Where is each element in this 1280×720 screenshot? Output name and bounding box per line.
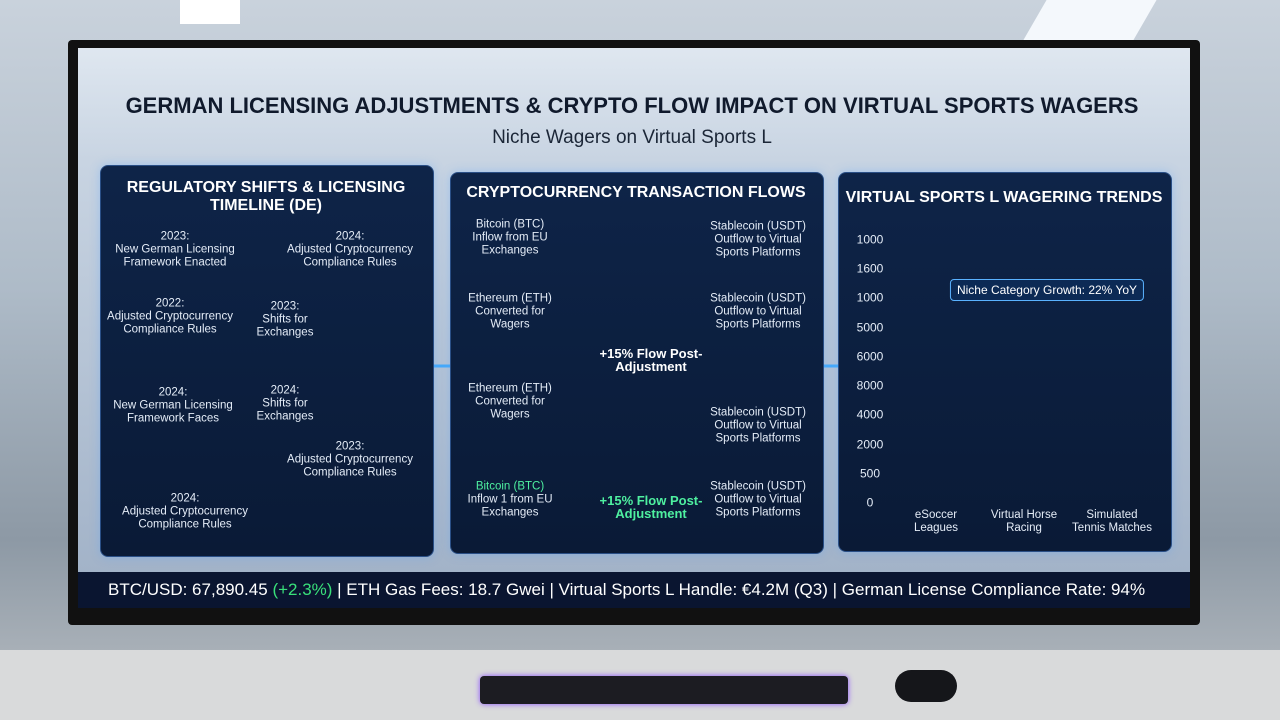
label-group: 2023: New German Licensing Framework Enac…: [115, 231, 235, 270]
source-name: Bitcoin (BTC): [475, 218, 545, 231]
source-text: Converted for Wagers: [475, 395, 545, 421]
flow-note: +15% Flow Post-Adjustment: [599, 346, 703, 374]
flows-panel: [450, 172, 824, 554]
target-text: Outflow to Virtual Sports Platforms: [714, 419, 802, 445]
event-year: 2023:: [335, 440, 365, 453]
event-text: Adjusted Cryptocurrency Compliance Rules: [107, 310, 233, 336]
y-axis-label: 8000: [856, 378, 884, 393]
target-name: Stablecoin (USDT): [710, 406, 806, 419]
target-text: Outflow to Virtual Sports Platforms: [714, 305, 802, 331]
label-group: Bitcoin (BTC) Inflow 1 from EU Exchanges: [460, 481, 560, 520]
event-year: 2023:: [160, 230, 190, 243]
source-name: Ethereum (ETH): [468, 382, 552, 395]
label-group: Stablecoin (USDT) Outflow to Virtual Spor…: [708, 221, 808, 260]
y-axis-label: 4000: [856, 407, 884, 422]
target-name: Stablecoin (USDT): [710, 292, 806, 305]
label-group: 2024: Adjusted Cryptocurrency Compliance …: [120, 493, 250, 532]
event-year: 2024:: [335, 230, 365, 243]
label-group: 2023: Shifts for Exchanges: [245, 301, 325, 340]
target-name: Stablecoin (USDT): [710, 220, 806, 233]
ceiling-light: [1023, 0, 1157, 40]
event-text: Adjusted Cryptocurrency Compliance Rules: [122, 505, 248, 531]
target-name: Stablecoin (USDT): [710, 480, 806, 493]
target-text: Outflow to Virtual Sports Platforms: [714, 233, 802, 259]
event-text: Adjusted Cryptocurrency Compliance Rules: [287, 453, 413, 479]
event-year: 2023:: [270, 300, 300, 313]
ticker-item: | ETH Gas Fees: 18.7 Gwei: [337, 580, 545, 599]
ticker-change: (+2.3%): [272, 580, 333, 599]
event-text: Shifts for Exchanges: [256, 397, 314, 423]
label-group: 2024: New German Licensing Framework Face…: [108, 387, 238, 426]
x-axis-label: eSoccer Leagues: [913, 509, 959, 534]
event-text: New German Licensing Framework Faces: [113, 399, 233, 425]
panel-title: VIRTUAL SPORTS L WAGERING TRENDS: [845, 189, 1163, 206]
y-axis-label: 1000: [856, 290, 884, 305]
timeline-panel: [100, 165, 434, 557]
x-axis-label: Simulated Tennis Matches: [1072, 509, 1152, 534]
trends-panel: [838, 172, 1172, 552]
source-name: Bitcoin (BTC): [475, 480, 545, 493]
y-axis-label: 2000: [856, 437, 884, 452]
y-axis-label: 0: [866, 495, 874, 510]
source-text: Converted for Wagers: [475, 305, 545, 331]
x-axis-label: Virtual Horse Racing: [990, 509, 1058, 534]
ticker-item: BTC/USD: 67,890.45: [108, 580, 268, 599]
title: GERMAN LICENSING ADJUSTMENTS & CRYPTO FL…: [125, 93, 1139, 118]
y-axis-label: 1600: [856, 261, 884, 276]
source-text: Inflow 1 from EU Exchanges: [467, 493, 553, 519]
panel-title: CRYPTOCURRENCY TRANSACTION FLOWS: [466, 184, 806, 201]
label-group: Stablecoin (USDT) Outflow to Virtual Spor…: [708, 293, 808, 332]
target-text: Outflow to Virtual Sports Platforms: [714, 493, 802, 519]
label-group: 2024: Shifts for Exchanges: [245, 385, 325, 424]
ceiling-light: [180, 0, 240, 24]
event-text: New German Licensing Framework Enacted: [115, 243, 235, 269]
annotation: Niche Category Growth: 22% YoY: [949, 279, 1145, 301]
keyboard: [480, 676, 848, 704]
ticker-item: | German License Compliance Rate: 94%: [832, 580, 1146, 599]
y-axis-label: 1000: [856, 232, 884, 247]
source-name: Ethereum (ETH): [468, 292, 552, 305]
label-group: Ethereum (ETH) Converted for Wagers: [460, 293, 560, 332]
subtitle: Niche Wagers on Virtual Sports L: [492, 127, 772, 148]
ticker: BTC/USD: 67,890.45 (+2.3%) | ETH Gas Fee…: [78, 572, 1190, 608]
panel-title: REGULATORY SHIFTS & LICENSING TIMELINE (…: [126, 179, 406, 214]
label-group: 2024: Adjusted Cryptocurrency Compliance …: [285, 231, 415, 270]
label-group: Stablecoin (USDT) Outflow to Virtual Spor…: [708, 481, 808, 520]
label-group: Bitcoin (BTC) Inflow from EU Exchanges: [460, 219, 560, 258]
event-year: 2024:: [158, 386, 188, 399]
label-group: Ethereum (ETH) Converted for Wagers: [460, 383, 560, 422]
event-year: 2024:: [270, 384, 300, 397]
event-text: Adjusted Cryptocurrency Compliance Rules: [287, 243, 413, 269]
ticker-item: | Virtual Sports L Handle: €4.2M (Q3): [549, 580, 828, 599]
label-group: 2022: Adjusted Cryptocurrency Compliance …: [105, 298, 235, 337]
label-group: 2023: Adjusted Cryptocurrency Compliance …: [285, 441, 415, 480]
screen: GERMAN LICENSING ADJUSTMENTS & CRYPTO FL…: [78, 48, 1190, 608]
event-year: 2024:: [170, 492, 200, 505]
y-axis-label: 500: [859, 466, 881, 481]
y-axis-label: 5000: [856, 320, 884, 335]
mouse: [895, 670, 957, 702]
y-axis-label: 6000: [856, 349, 884, 364]
source-text: Inflow from EU Exchanges: [472, 231, 548, 257]
label-group: Stablecoin (USDT) Outflow to Virtual Spor…: [708, 407, 808, 446]
event-text: Shifts for Exchanges: [256, 313, 314, 339]
event-year: 2022:: [155, 297, 185, 310]
flow-note: +15% Flow Post-Adjustment: [599, 493, 703, 521]
